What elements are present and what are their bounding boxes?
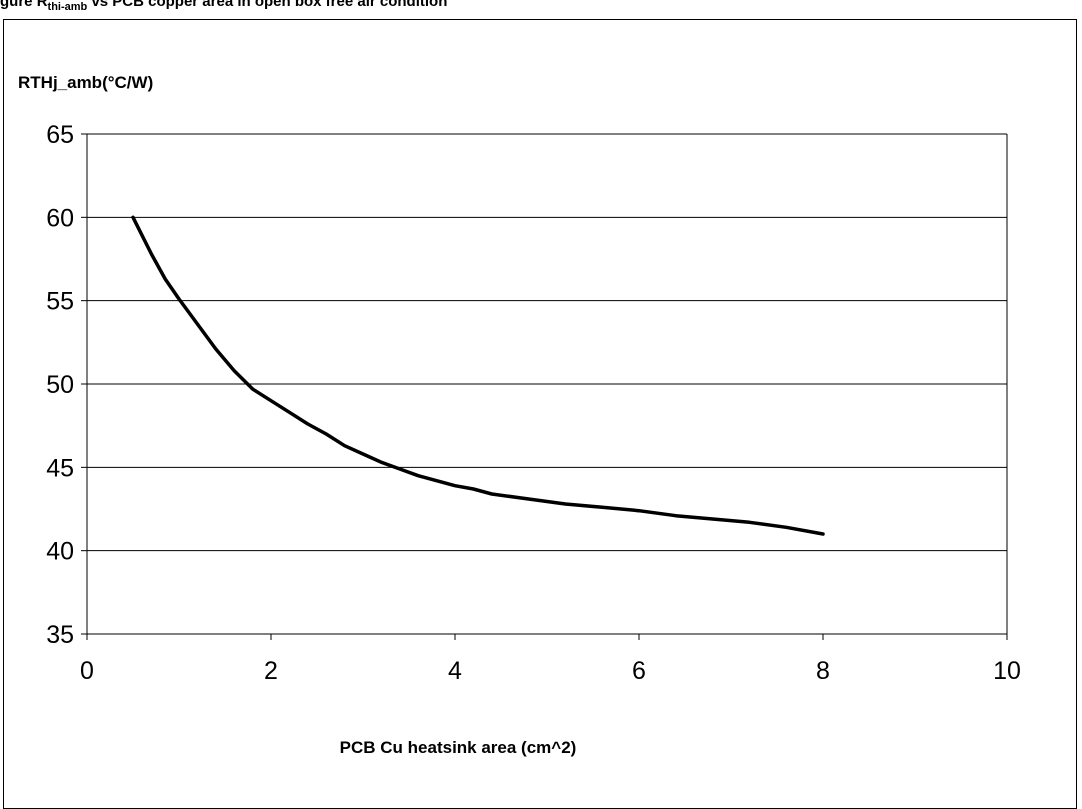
gridlines xyxy=(87,133,1007,552)
series-line-0 xyxy=(131,215,825,536)
y-tick-label: 45 xyxy=(46,454,74,482)
x-tick-label: 2 xyxy=(264,657,278,685)
y-tick-label: 65 xyxy=(46,121,74,149)
y-tick-label: 60 xyxy=(46,204,74,232)
y-axis-label: RTHj_amb(°C/W) xyxy=(18,73,153,92)
x-tick-label: 8 xyxy=(816,657,830,685)
x-tick-label: 10 xyxy=(993,657,1021,685)
axes xyxy=(81,133,1008,640)
x-axis-label: PCB Cu heatsink area (cm^2) xyxy=(340,738,577,757)
x-tick-label: 0 xyxy=(80,657,94,685)
y-tick-label: 35 xyxy=(46,621,74,649)
x-tick-labels: 0 2 4 6 8 10 xyxy=(80,657,1021,685)
caption-suffix: vs PCB copper area in open box free air … xyxy=(91,0,448,10)
caption-prefix: gure xyxy=(0,0,33,10)
x-tick-label: 4 xyxy=(448,657,462,685)
y-tick-label: 55 xyxy=(46,288,74,316)
caption-r: R xyxy=(36,0,48,10)
caption-subscript: thj-amb xyxy=(47,1,88,10)
figure-caption: gure Rthj-amb vs PCB copper area in open… xyxy=(0,0,1082,10)
x-tick-label: 6 xyxy=(632,657,646,685)
chart-frame: 35 40 45 50 55 60 65 0 2 4 6 8 10 RTHj_amb(°C/W) PC… xyxy=(3,19,1077,809)
y-tick-labels: 35 40 45 50 55 60 65 xyxy=(46,121,74,649)
chart-svg: 35 40 45 50 55 60 65 0 2 4 6 8 10 RTHj_amb(°C/W) PC… xyxy=(18,73,1021,757)
y-tick-label: 50 xyxy=(46,371,74,399)
y-tick-label: 40 xyxy=(46,538,74,566)
series-group xyxy=(131,215,825,536)
